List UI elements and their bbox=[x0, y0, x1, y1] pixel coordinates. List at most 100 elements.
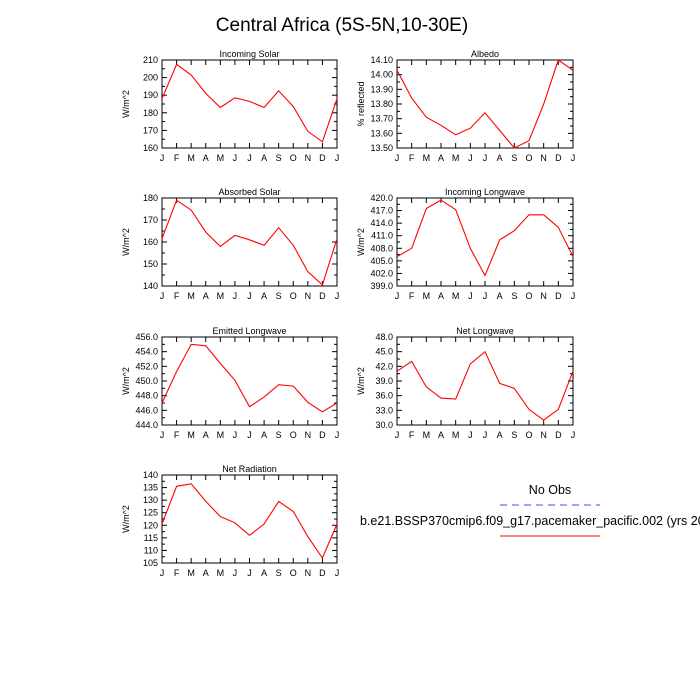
x-tick-label: M bbox=[423, 153, 431, 163]
x-tick-label: M bbox=[452, 291, 460, 301]
x-tick-label: O bbox=[525, 153, 532, 163]
y-tick-label: 180 bbox=[143, 193, 158, 203]
series-line bbox=[161, 483, 338, 560]
y-tick-label: 140 bbox=[143, 281, 158, 291]
x-tick-label: O bbox=[290, 568, 297, 578]
y-axis-label: % reflected bbox=[356, 81, 366, 126]
series-line bbox=[396, 350, 574, 421]
x-tick-label: S bbox=[276, 568, 282, 578]
plot-frame bbox=[396, 59, 574, 149]
x-tick-label: J bbox=[247, 568, 252, 578]
y-tick-label: 405.0 bbox=[370, 256, 393, 266]
x-tick-label: J bbox=[247, 430, 252, 440]
y-tick-label: 45.0 bbox=[375, 347, 393, 357]
y-tick-label: 13.90 bbox=[370, 84, 393, 94]
y-tick-label: 30.0 bbox=[375, 420, 393, 430]
x-tick-label: N bbox=[540, 153, 547, 163]
y-tick-label: 13.80 bbox=[370, 99, 393, 109]
x-tick-label: D bbox=[555, 291, 562, 301]
x-tick-label: A bbox=[261, 568, 267, 578]
x-tick-label: M bbox=[423, 291, 431, 301]
y-tick-label: 444.0 bbox=[135, 420, 158, 430]
legend-model-label: b.e21.BSSP370cmip6.f09_g17.pacemaker_pac… bbox=[360, 514, 700, 528]
y-tick-label: 120 bbox=[143, 520, 158, 530]
x-tick-label: J bbox=[160, 568, 165, 578]
y-tick-label: 170 bbox=[143, 125, 158, 135]
x-tick-label: F bbox=[174, 153, 180, 163]
x-tick-label: A bbox=[438, 291, 444, 301]
x-tick-label: S bbox=[511, 153, 517, 163]
y-tick-label: 135 bbox=[143, 483, 158, 493]
y-tick-label: 39.0 bbox=[375, 376, 393, 386]
y-tick-label: 448.0 bbox=[135, 391, 158, 401]
x-tick-label: D bbox=[319, 430, 326, 440]
x-tick-label: M bbox=[217, 430, 225, 440]
x-tick-label: J bbox=[233, 153, 238, 163]
y-tick-label: 150 bbox=[143, 259, 158, 269]
x-tick-label: N bbox=[305, 430, 312, 440]
x-tick-label: J bbox=[335, 568, 340, 578]
y-tick-label: 446.0 bbox=[135, 405, 158, 415]
x-tick-label: D bbox=[319, 568, 326, 578]
x-tick-label: J bbox=[247, 291, 252, 301]
x-tick-label: M bbox=[187, 430, 195, 440]
y-tick-label: 454.0 bbox=[135, 347, 158, 357]
x-tick-label: A bbox=[261, 291, 267, 301]
x-tick-label: A bbox=[261, 153, 267, 163]
series-line bbox=[161, 63, 338, 143]
x-tick-label: S bbox=[276, 153, 282, 163]
x-tick-label: M bbox=[452, 430, 460, 440]
x-tick-label: S bbox=[276, 291, 282, 301]
panel-title: Net Longwave bbox=[456, 326, 514, 336]
x-tick-label: S bbox=[511, 291, 517, 301]
x-tick-label: D bbox=[555, 153, 562, 163]
x-tick-label: S bbox=[511, 430, 517, 440]
x-tick-label: N bbox=[540, 430, 547, 440]
x-tick-label: F bbox=[174, 568, 180, 578]
series-line bbox=[396, 59, 574, 149]
x-tick-label: A bbox=[203, 291, 209, 301]
panel-title: Emitted Longwave bbox=[212, 326, 286, 336]
x-tick-label: J bbox=[483, 291, 488, 301]
legend: No Obs b.e21.BSSP370cmip6.f09_g17.pacema… bbox=[360, 483, 700, 537]
x-tick-label: D bbox=[555, 430, 562, 440]
x-tick-label: N bbox=[305, 291, 312, 301]
x-tick-label: J bbox=[335, 153, 340, 163]
y-tick-label: 42.0 bbox=[375, 361, 393, 371]
y-axis-label: W/m^2 bbox=[121, 228, 131, 256]
x-tick-label: J bbox=[571, 291, 576, 301]
y-axis-label: W/m^2 bbox=[121, 367, 131, 395]
x-tick-label: A bbox=[497, 153, 503, 163]
y-tick-label: 180 bbox=[143, 108, 158, 118]
y-tick-label: 210 bbox=[143, 55, 158, 65]
x-tick-label: F bbox=[409, 153, 415, 163]
plot-frame bbox=[161, 474, 338, 564]
x-tick-label: A bbox=[497, 430, 503, 440]
y-tick-label: 130 bbox=[143, 495, 158, 505]
figure-title: Central Africa (5S-5N,10-30E) bbox=[216, 15, 468, 36]
y-tick-label: 13.70 bbox=[370, 114, 393, 124]
x-tick-label: M bbox=[187, 568, 195, 578]
x-tick-label: M bbox=[423, 430, 431, 440]
x-tick-label: J bbox=[160, 291, 165, 301]
y-tick-label: 408.0 bbox=[370, 243, 393, 253]
series-line bbox=[396, 199, 574, 277]
y-tick-label: 456.0 bbox=[135, 332, 158, 342]
x-tick-label: A bbox=[438, 153, 444, 163]
y-tick-label: 115 bbox=[144, 533, 158, 543]
x-tick-label: O bbox=[525, 291, 532, 301]
panel-title: Net Radiation bbox=[222, 464, 277, 474]
y-tick-label: 33.0 bbox=[375, 405, 393, 415]
x-tick-label: D bbox=[319, 153, 326, 163]
x-tick-label: J bbox=[571, 153, 576, 163]
x-tick-label: J bbox=[571, 430, 576, 440]
x-tick-label: O bbox=[525, 430, 532, 440]
x-tick-label: J bbox=[233, 291, 238, 301]
y-tick-label: 48.0 bbox=[375, 332, 393, 342]
x-tick-label: N bbox=[305, 153, 312, 163]
y-tick-label: 450.0 bbox=[135, 376, 158, 386]
y-axis-label: W/m^2 bbox=[121, 505, 131, 533]
